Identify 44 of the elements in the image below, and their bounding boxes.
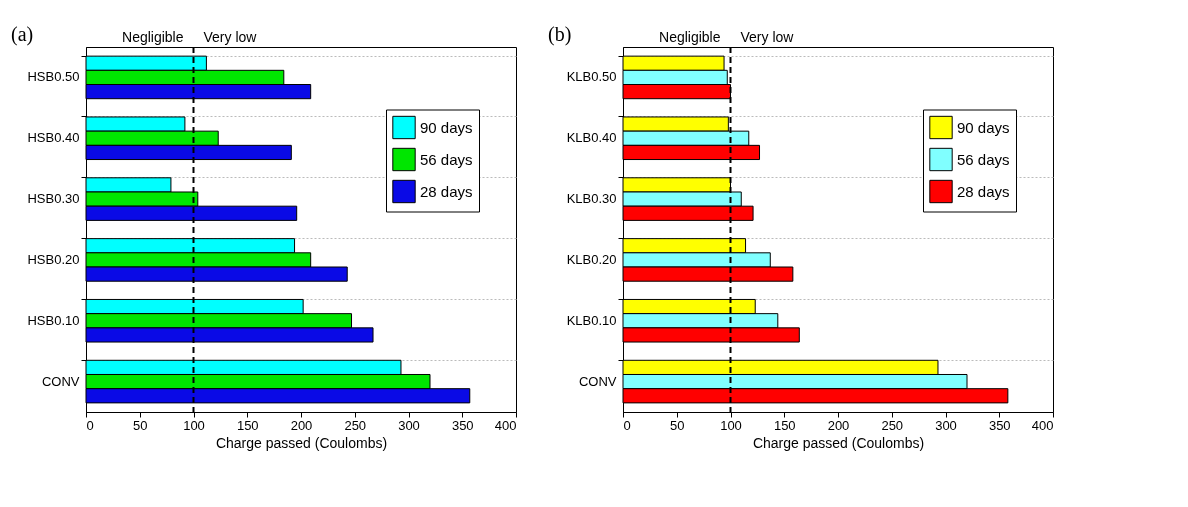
- y-tick-label: HSB0.50: [27, 69, 80, 85]
- x-tick-label: 0: [86, 417, 94, 433]
- text: Negligible: [659, 29, 721, 45]
- x-tick-label: 400: [494, 417, 517, 433]
- y-tick-label: KLB0.20: [566, 251, 617, 267]
- x-tick-label: 50: [670, 417, 685, 433]
- x-tick-label: 250: [344, 417, 367, 433]
- x-tick-label: 50: [133, 417, 148, 433]
- text: Negligible: [122, 29, 184, 45]
- x-tick-label: 150: [236, 417, 259, 433]
- chart-title: (b): [548, 23, 572, 46]
- y-tick-label: HSB0.20: [27, 251, 80, 267]
- x-tick-label: 100: [183, 417, 205, 433]
- chart-title: (a): [11, 23, 34, 46]
- x-tick-label: 300: [398, 417, 420, 433]
- x-tick-label: 350: [451, 417, 474, 433]
- y-tick-label: KLB0.50: [566, 69, 617, 85]
- x-tick-label: 100: [720, 417, 742, 433]
- y-tick-label: CONV: [41, 373, 80, 389]
- legend-label: 28 days: [957, 182, 1010, 200]
- x-tick-label: 200: [290, 417, 313, 433]
- x-tick-label: 0: [623, 417, 631, 433]
- x-tick-label: 200: [827, 417, 850, 433]
- legend-label: 56 days: [957, 150, 1010, 168]
- x-tick-label: 300: [935, 417, 957, 433]
- y-tick-label: KLB0.40: [566, 130, 617, 146]
- legend-label: 56 days: [420, 150, 473, 168]
- x-tick-label: 400: [1031, 417, 1054, 433]
- y-tick-label: HSB0.40: [27, 130, 80, 146]
- x-tick-label: 150: [773, 417, 796, 433]
- text: Very low: [203, 29, 258, 45]
- y-tick-label: HSB0.30: [27, 191, 80, 207]
- x-tick-label: 250: [881, 417, 904, 433]
- y-tick-label: HSB0.10: [27, 312, 80, 328]
- y-tick-label: CONV: [578, 373, 617, 389]
- legend-label: 90 days: [420, 118, 473, 136]
- x-axis-title: Charge passed (Coulombs): [215, 434, 388, 451]
- legend-label: 90 days: [957, 118, 1010, 136]
- y-tick-label: KLB0.10: [566, 312, 617, 328]
- x-axis-title: Charge passed (Coulombs): [752, 434, 925, 451]
- legend-label: 28 days: [420, 182, 473, 200]
- x-tick-label: 350: [988, 417, 1011, 433]
- y-tick-label: KLB0.30: [566, 191, 617, 207]
- text: Very low: [740, 29, 795, 45]
